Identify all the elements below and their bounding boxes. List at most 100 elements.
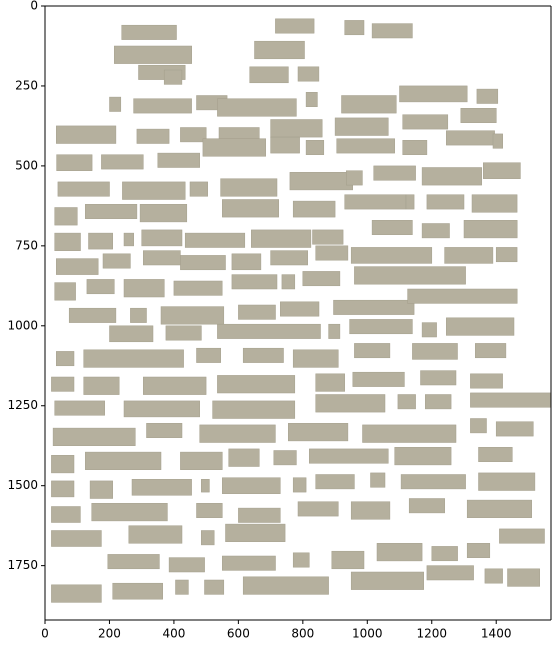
text-block — [51, 376, 75, 392]
text-block — [114, 45, 192, 64]
text-block — [492, 133, 503, 149]
text-block — [231, 274, 278, 290]
text-block — [180, 451, 223, 470]
image-blocks — [51, 18, 552, 603]
text-block — [315, 373, 345, 392]
text-block — [371, 220, 413, 235]
text-block — [270, 119, 323, 138]
text-block — [249, 66, 289, 84]
text-block — [238, 507, 281, 523]
text-block — [157, 152, 200, 168]
text-block — [312, 229, 344, 245]
x-tick-label: 600 — [227, 627, 250, 641]
text-block — [165, 325, 202, 341]
text-block — [160, 306, 225, 325]
text-block — [354, 266, 466, 285]
text-block — [273, 450, 297, 466]
text-block — [426, 194, 465, 210]
text-block — [242, 347, 284, 363]
text-block — [54, 207, 78, 226]
text-block — [136, 128, 170, 144]
text-block — [51, 455, 75, 474]
text-block — [421, 223, 450, 239]
x-tick-label: 1400 — [481, 627, 512, 641]
text-block — [376, 543, 423, 562]
text-block — [309, 448, 389, 464]
text-block — [222, 477, 281, 494]
text-block — [484, 568, 503, 584]
text-block — [352, 371, 405, 387]
text-block — [123, 400, 200, 418]
text-block — [408, 498, 445, 514]
text-block — [83, 349, 184, 368]
text-block — [112, 582, 163, 600]
text-block — [85, 204, 138, 219]
text-block — [333, 299, 415, 315]
x-tick-label: 200 — [98, 627, 121, 641]
text-block — [199, 424, 276, 443]
text-block — [421, 167, 482, 186]
text-block — [54, 232, 81, 251]
text-block — [217, 323, 321, 339]
text-block — [444, 247, 494, 264]
text-block — [51, 584, 102, 603]
text-block — [217, 375, 296, 394]
text-block — [217, 98, 297, 117]
text-block — [305, 92, 318, 107]
text-block — [397, 394, 416, 410]
x-tick-label: 1000 — [352, 627, 383, 641]
text-block — [88, 232, 113, 250]
text-block — [315, 394, 386, 413]
text-block — [107, 554, 160, 570]
y-tick-label: 1250 — [7, 398, 38, 412]
text-block — [204, 579, 225, 595]
text-block — [402, 140, 428, 155]
text-block — [466, 543, 491, 558]
text-block — [425, 394, 452, 410]
text-block — [292, 349, 339, 368]
text-block — [328, 323, 341, 339]
text-block — [109, 325, 154, 343]
text-block — [52, 427, 136, 446]
y-tick-label: 1500 — [7, 478, 38, 492]
text-block — [56, 154, 93, 171]
text-block — [412, 343, 458, 360]
text-block — [91, 503, 168, 522]
text-block — [242, 576, 329, 595]
text-block — [56, 351, 75, 367]
text-block — [305, 140, 325, 155]
text-block — [168, 557, 205, 573]
y-tick-label: 500 — [15, 158, 38, 172]
text-block — [89, 480, 113, 499]
text-block — [146, 423, 183, 438]
text-block — [446, 130, 495, 146]
text-block — [315, 245, 349, 261]
text-block — [173, 280, 223, 296]
text-block — [288, 423, 349, 442]
text-block — [499, 528, 545, 544]
text-block — [222, 555, 276, 571]
text-block — [270, 250, 308, 266]
text-block — [228, 448, 260, 467]
text-block — [281, 274, 296, 290]
y-tick-label: 250 — [15, 78, 38, 92]
text-block — [297, 501, 339, 517]
text-block — [109, 96, 122, 112]
text-block — [101, 154, 144, 170]
text-block — [402, 114, 449, 130]
text-block — [354, 343, 391, 359]
text-block — [131, 479, 192, 496]
text-block — [128, 525, 183, 544]
text-block — [51, 530, 102, 547]
text-block — [196, 347, 221, 363]
text-block — [362, 424, 457, 443]
text-block — [292, 477, 307, 493]
text-block — [373, 165, 416, 181]
text-block — [297, 66, 320, 82]
text-block — [350, 501, 391, 520]
text-block — [399, 85, 468, 103]
text-block — [302, 271, 341, 287]
text-block — [407, 288, 518, 304]
text-block — [421, 322, 437, 338]
text-block — [460, 108, 497, 123]
